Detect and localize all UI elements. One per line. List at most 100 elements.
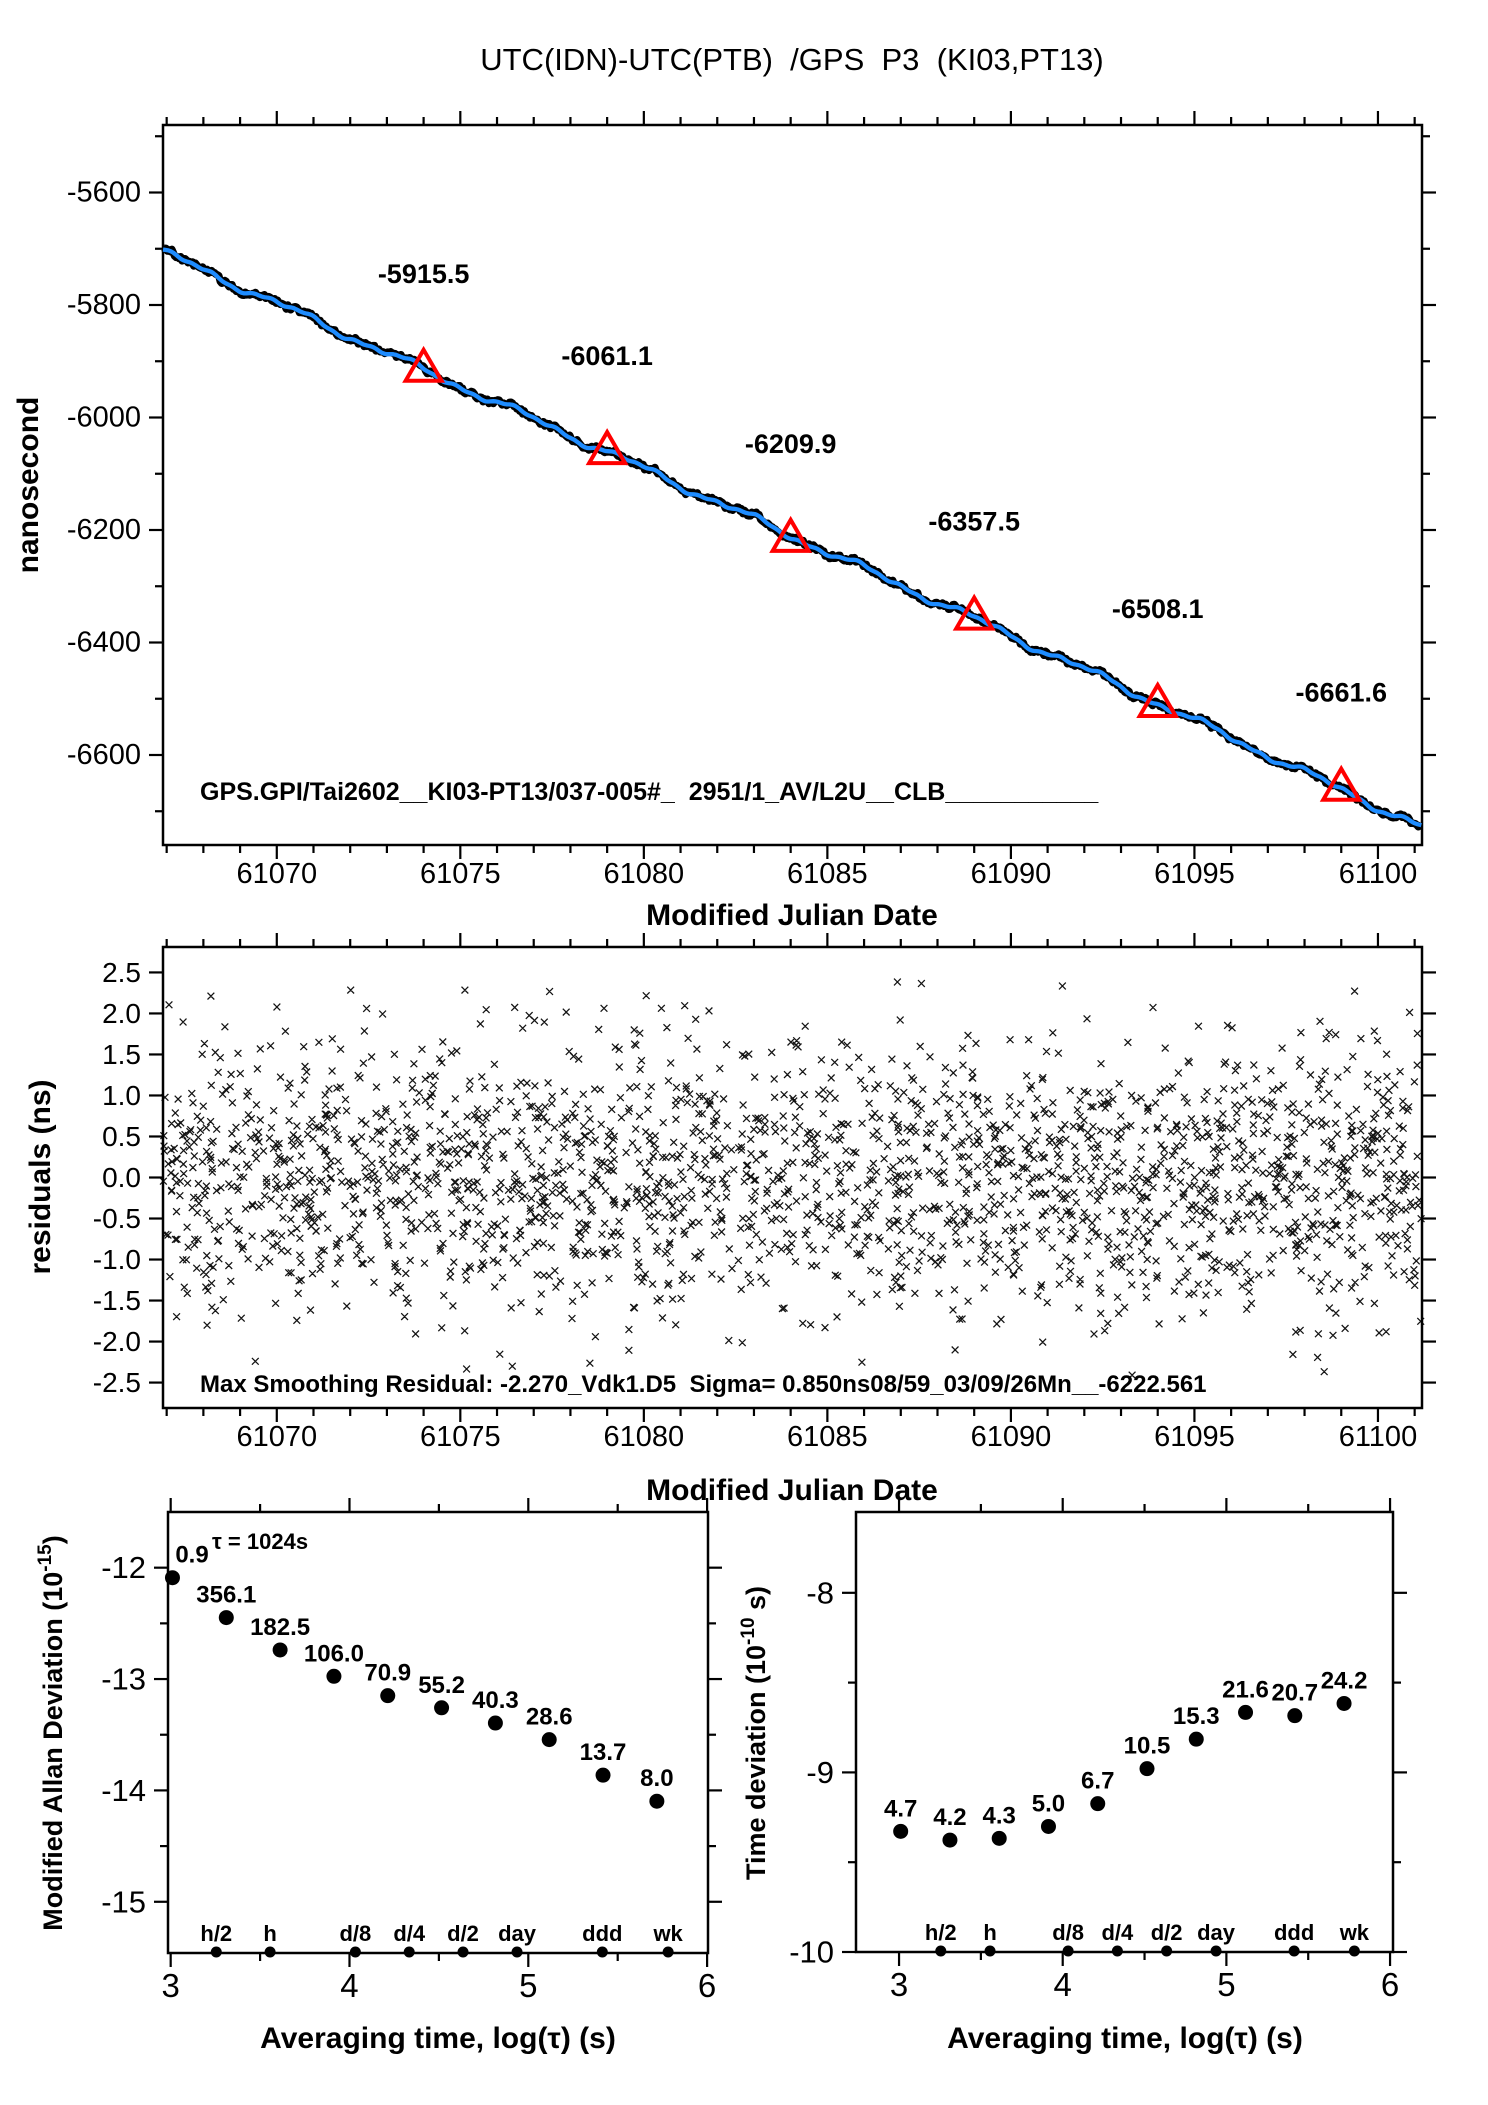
calibration-triangle-marker bbox=[1319, 764, 1363, 802]
point-value-label: 182.5 bbox=[250, 1614, 310, 1641]
calibration-triangle-marker bbox=[769, 515, 813, 553]
tau-axis-label: wk bbox=[1339, 1920, 1370, 1945]
x-tick-label: 6 bbox=[1381, 1966, 1399, 2003]
y-tick-label: -6000 bbox=[67, 402, 141, 434]
stability-data-point bbox=[1090, 1796, 1106, 1812]
tau-axis-dot bbox=[1062, 1945, 1074, 1957]
calibration-triangle-marker bbox=[952, 593, 996, 631]
x-tick-label: 4 bbox=[340, 1967, 358, 2004]
stability-data-point bbox=[380, 1688, 396, 1704]
x-tick-label: 61095 bbox=[1154, 1421, 1235, 1453]
x-tick-label: 61075 bbox=[420, 858, 501, 890]
plot-frame bbox=[161, 123, 1424, 847]
y-tick-label: 1.5 bbox=[102, 1039, 141, 1070]
y-tick-label: -9 bbox=[806, 1755, 834, 1790]
tau-axis-dot bbox=[210, 1946, 222, 1958]
tau-axis-label: h/2 bbox=[925, 1920, 957, 1945]
tau-axis-dot bbox=[511, 1946, 523, 1958]
stability-data-point bbox=[272, 1642, 288, 1658]
stability-data-point bbox=[1139, 1761, 1155, 1777]
point-value-label: 24.2 bbox=[1321, 1667, 1368, 1694]
phase-annotation: GPS.GPI/Tai2602__KI03-PT13/037-005#_ 295… bbox=[200, 778, 1099, 806]
stability-data-point bbox=[487, 1715, 503, 1731]
y-tick-label: -6200 bbox=[67, 514, 141, 546]
y-tick-label: -6600 bbox=[67, 739, 141, 771]
y-tick-label: -5600 bbox=[67, 177, 141, 209]
tau-axis-label: h bbox=[983, 1920, 996, 1945]
point-value-label: 20.7 bbox=[1271, 1680, 1318, 1707]
x-tick-label: 61085 bbox=[787, 858, 868, 890]
stability-data-point bbox=[893, 1823, 909, 1839]
panel-tdev: Time deviation (10-10 s) Averaging time,… bbox=[738, 1586, 1303, 2055]
x-tick-label: 61085 bbox=[787, 1421, 868, 1453]
point-value-label: 4.2 bbox=[933, 1804, 966, 1831]
y-tick-label: -1.0 bbox=[93, 1244, 141, 1275]
calibration-triangle-marker bbox=[585, 428, 629, 466]
residuals-x-axis-label: Modified Julian Date bbox=[646, 1474, 938, 1507]
stability-data-point bbox=[541, 1732, 557, 1748]
calibration-triangle-marker bbox=[1136, 681, 1180, 719]
y-tick-label: 2.0 bbox=[102, 998, 141, 1029]
point-value-label: 5.0 bbox=[1032, 1790, 1065, 1817]
residuals-y-axis-label: residuals (ns) bbox=[24, 1079, 57, 1274]
plot-frame bbox=[854, 1510, 1395, 1954]
stability-data-point bbox=[218, 1610, 234, 1626]
tau-axis-label: d/2 bbox=[1151, 1920, 1183, 1945]
x-tick-label: 61095 bbox=[1154, 858, 1235, 890]
tau-axis-dot bbox=[264, 1946, 276, 1958]
marker-value-label: -5915.5 bbox=[378, 259, 470, 289]
point-value-label: 6.7 bbox=[1081, 1768, 1114, 1795]
phase-smoothed-line bbox=[162, 247, 1422, 828]
tau-axis-dot bbox=[457, 1946, 469, 1958]
y-tick-label: -2.5 bbox=[93, 1367, 141, 1398]
marker-value-label: -6661.6 bbox=[1295, 678, 1387, 708]
marker-value-label: -6209.9 bbox=[745, 429, 837, 459]
stability-data-point bbox=[1287, 1708, 1303, 1724]
point-value-label: 8.0 bbox=[640, 1765, 673, 1792]
tau-axis-label: d/2 bbox=[447, 1921, 479, 1946]
x-tick-label: 61070 bbox=[236, 1421, 317, 1453]
stability-data-point bbox=[595, 1767, 611, 1783]
tau-axis-label: d/4 bbox=[1101, 1920, 1134, 1945]
mdev-x-axis-label: Averaging time, log(τ) (s) bbox=[260, 2022, 616, 2055]
x-tick-label: 61070 bbox=[236, 858, 317, 890]
tau-axis-label: wk bbox=[652, 1921, 683, 1946]
tau-axis-dot bbox=[935, 1945, 947, 1957]
tau-axis-dot bbox=[349, 1946, 361, 1958]
tau-axis-dot bbox=[1111, 1945, 1123, 1957]
x-tick-label: 61075 bbox=[420, 1421, 501, 1453]
y-tick-label: -15 bbox=[101, 1884, 146, 1919]
tau-axis-label: d/8 bbox=[1052, 1920, 1084, 1945]
y-tick-label: -0.5 bbox=[93, 1203, 141, 1234]
tdev-plot-area: 3 4 5 6 -8 -9 -10 h/2 h d/8 d/4 d/2 day ddd wk 4.7 4.2 4.… bbox=[789, 1498, 1407, 2003]
tau-axis-label: d/4 bbox=[393, 1921, 426, 1946]
point-value-label: 10.5 bbox=[1124, 1733, 1171, 1760]
x-tick-label: 6 bbox=[698, 1967, 716, 2004]
tau-axis-label: h bbox=[263, 1921, 276, 1946]
stability-data-point bbox=[1238, 1704, 1254, 1720]
x-tick-label: 61100 bbox=[1339, 1421, 1418, 1453]
point-value-label: 28.6 bbox=[526, 1704, 573, 1731]
y-tick-label: -1.5 bbox=[93, 1285, 141, 1316]
phase-x-axis-label: Modified Julian Date bbox=[646, 899, 938, 932]
point-value-label: 21.6 bbox=[1222, 1676, 1269, 1703]
tdev-y-axis-label: Time deviation (10-10 s) bbox=[738, 1586, 771, 1880]
point-value-label: 4.3 bbox=[983, 1802, 1016, 1829]
point-value-label: 15.3 bbox=[1173, 1703, 1220, 1730]
stability-data-point bbox=[1188, 1731, 1204, 1747]
y-tick-label: -5800 bbox=[67, 289, 141, 321]
panel-mdev: Modified Allan Deviation (10-15) Averagi… bbox=[35, 1529, 616, 2055]
y-tick-label: 0.5 bbox=[102, 1121, 141, 1152]
tau-axis-dot bbox=[662, 1946, 674, 1958]
tau-axis-dot bbox=[1288, 1945, 1300, 1957]
y-tick-label: -10 bbox=[789, 1935, 834, 1970]
y-tick-label: 2.5 bbox=[102, 957, 141, 988]
stability-data-point bbox=[649, 1793, 665, 1809]
stability-data-point bbox=[326, 1668, 342, 1684]
figure-title: UTC(IDN)-UTC(PTB) /GPS P3 (KI03,PT13) bbox=[480, 42, 1104, 77]
x-tick-label: 3 bbox=[162, 1967, 180, 2004]
tau-axis-label: ddd bbox=[582, 1921, 622, 1946]
x-tick-label: 4 bbox=[1054, 1966, 1072, 2003]
